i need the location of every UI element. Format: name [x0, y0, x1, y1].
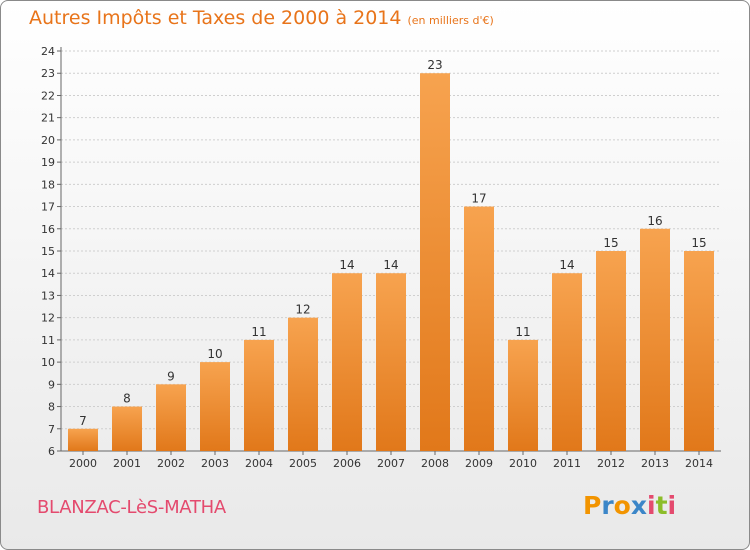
- y-tick-label: 23: [41, 67, 55, 80]
- bar-value-label: 15: [603, 236, 618, 250]
- bar: [200, 362, 230, 451]
- x-tick-label: 2010: [509, 457, 537, 470]
- x-tick-label: 2005: [289, 457, 317, 470]
- bar: [464, 206, 494, 451]
- x-tick-label: 2001: [113, 457, 141, 470]
- y-tick-label: 6: [48, 445, 55, 458]
- bar-value-label: 16: [647, 214, 662, 228]
- bar-value-label: 11: [251, 325, 266, 339]
- bar-value-label: 23: [427, 58, 442, 72]
- bar-value-label: 14: [559, 258, 574, 272]
- proxiti-logo: Proxiti: [583, 491, 676, 520]
- logo-letter: P: [583, 491, 602, 520]
- bar: [508, 339, 538, 451]
- bar: [640, 228, 670, 451]
- x-tick-label: 2000: [69, 457, 97, 470]
- x-tick-label: 2009: [465, 457, 493, 470]
- x-tick-label: 2011: [553, 457, 581, 470]
- x-tick-label: 2002: [157, 457, 185, 470]
- logo-letter: i: [667, 491, 677, 520]
- bar: [684, 251, 714, 451]
- bar-value-label: 8: [123, 392, 131, 406]
- bar: [332, 273, 362, 451]
- x-tick-label: 2007: [377, 457, 405, 470]
- x-tick-label: 2004: [245, 457, 273, 470]
- y-tick-label: 20: [41, 134, 55, 147]
- bar: [156, 384, 186, 451]
- x-tick-label: 2012: [597, 457, 625, 470]
- y-tick-label: 24: [41, 45, 55, 58]
- logo-letter: r: [601, 491, 614, 520]
- bar: [596, 251, 626, 451]
- y-tick-label: 12: [41, 312, 55, 325]
- bar: [288, 317, 318, 451]
- chart-title: Autres Impôts et Taxes de 2000 à 2014 (en…: [29, 7, 494, 29]
- bar-value-label: 7: [79, 414, 87, 428]
- x-tick-label: 2006: [333, 457, 361, 470]
- bar-value-label: 10: [207, 347, 222, 361]
- y-tick-label: 22: [41, 89, 55, 102]
- x-tick-label: 2008: [421, 457, 449, 470]
- y-tick-label: 15: [41, 245, 55, 258]
- bar-value-label: 17: [471, 192, 486, 206]
- y-tick-label: 19: [41, 156, 55, 169]
- y-tick-label: 16: [41, 223, 55, 236]
- logo-letter: i: [647, 491, 656, 520]
- title-unit: (en milliers d'€): [407, 14, 494, 27]
- y-tick-label: 14: [41, 267, 55, 280]
- logo-letter: t: [655, 491, 668, 520]
- bar-value-label: 14: [339, 258, 354, 272]
- title-text: Autres Impôts et Taxes de 2000 à 2014: [29, 7, 402, 29]
- x-tick-label: 2013: [641, 457, 669, 470]
- y-tick-label: 8: [48, 401, 55, 414]
- logo-letter: x: [630, 491, 647, 520]
- bar: [112, 406, 142, 451]
- bar: [552, 273, 582, 451]
- x-tick-label: 2003: [201, 457, 229, 470]
- bar: [420, 73, 450, 451]
- x-tick-label: 2014: [685, 457, 713, 470]
- y-tick-label: 7: [48, 423, 55, 436]
- bar-value-label: 14: [383, 258, 398, 272]
- logo-letter: o: [613, 491, 631, 520]
- commune-name: BLANZAC-LèS-MATHA: [37, 497, 226, 518]
- bar: [376, 273, 406, 451]
- bar-value-label: 12: [295, 303, 310, 317]
- y-tick-label: 11: [41, 334, 55, 347]
- y-tick-label: 9: [48, 378, 55, 391]
- y-tick-label: 18: [41, 178, 55, 191]
- y-tick-label: 21: [41, 112, 55, 125]
- y-tick-label: 13: [41, 289, 55, 302]
- bar: [244, 339, 274, 451]
- bar-value-label: 11: [515, 325, 530, 339]
- bar-value-label: 9: [167, 369, 175, 383]
- y-tick-label: 10: [41, 356, 55, 369]
- bar-value-label: 15: [691, 236, 706, 250]
- y-tick-label: 17: [41, 201, 55, 214]
- bar: [68, 428, 98, 451]
